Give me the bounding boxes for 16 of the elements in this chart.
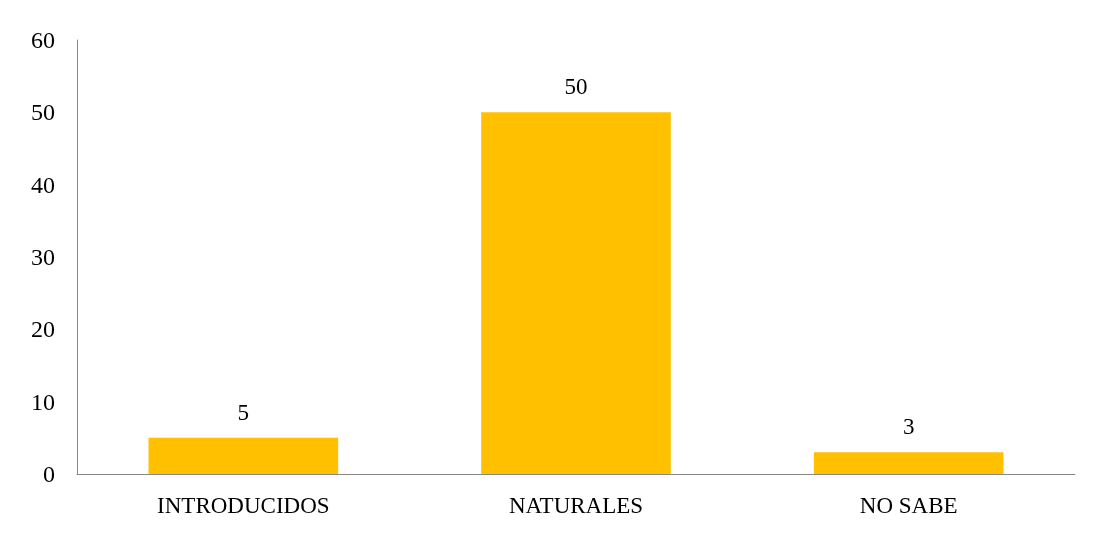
y-tick-label: 0	[43, 461, 55, 487]
data-label: 3	[902, 414, 915, 440]
y-tick-label: 50	[31, 99, 55, 126]
y-tick-label: 30	[31, 244, 55, 270]
bar	[813, 452, 1004, 474]
bar	[148, 437, 339, 474]
data-label: 5	[237, 399, 250, 425]
y-tick-label: 40	[31, 171, 55, 198]
x-tick-label: NO SABE	[859, 493, 958, 518]
y-tick-label: 20	[31, 316, 55, 343]
x-tick-label: NATURALES	[508, 493, 644, 518]
x-tick-label: INTRODUCIDOS	[157, 493, 330, 518]
data-label: 50	[564, 74, 588, 100]
bar	[481, 112, 671, 474]
y-tick-label: 60	[31, 27, 55, 53]
y-tick-label: 10	[31, 388, 55, 415]
